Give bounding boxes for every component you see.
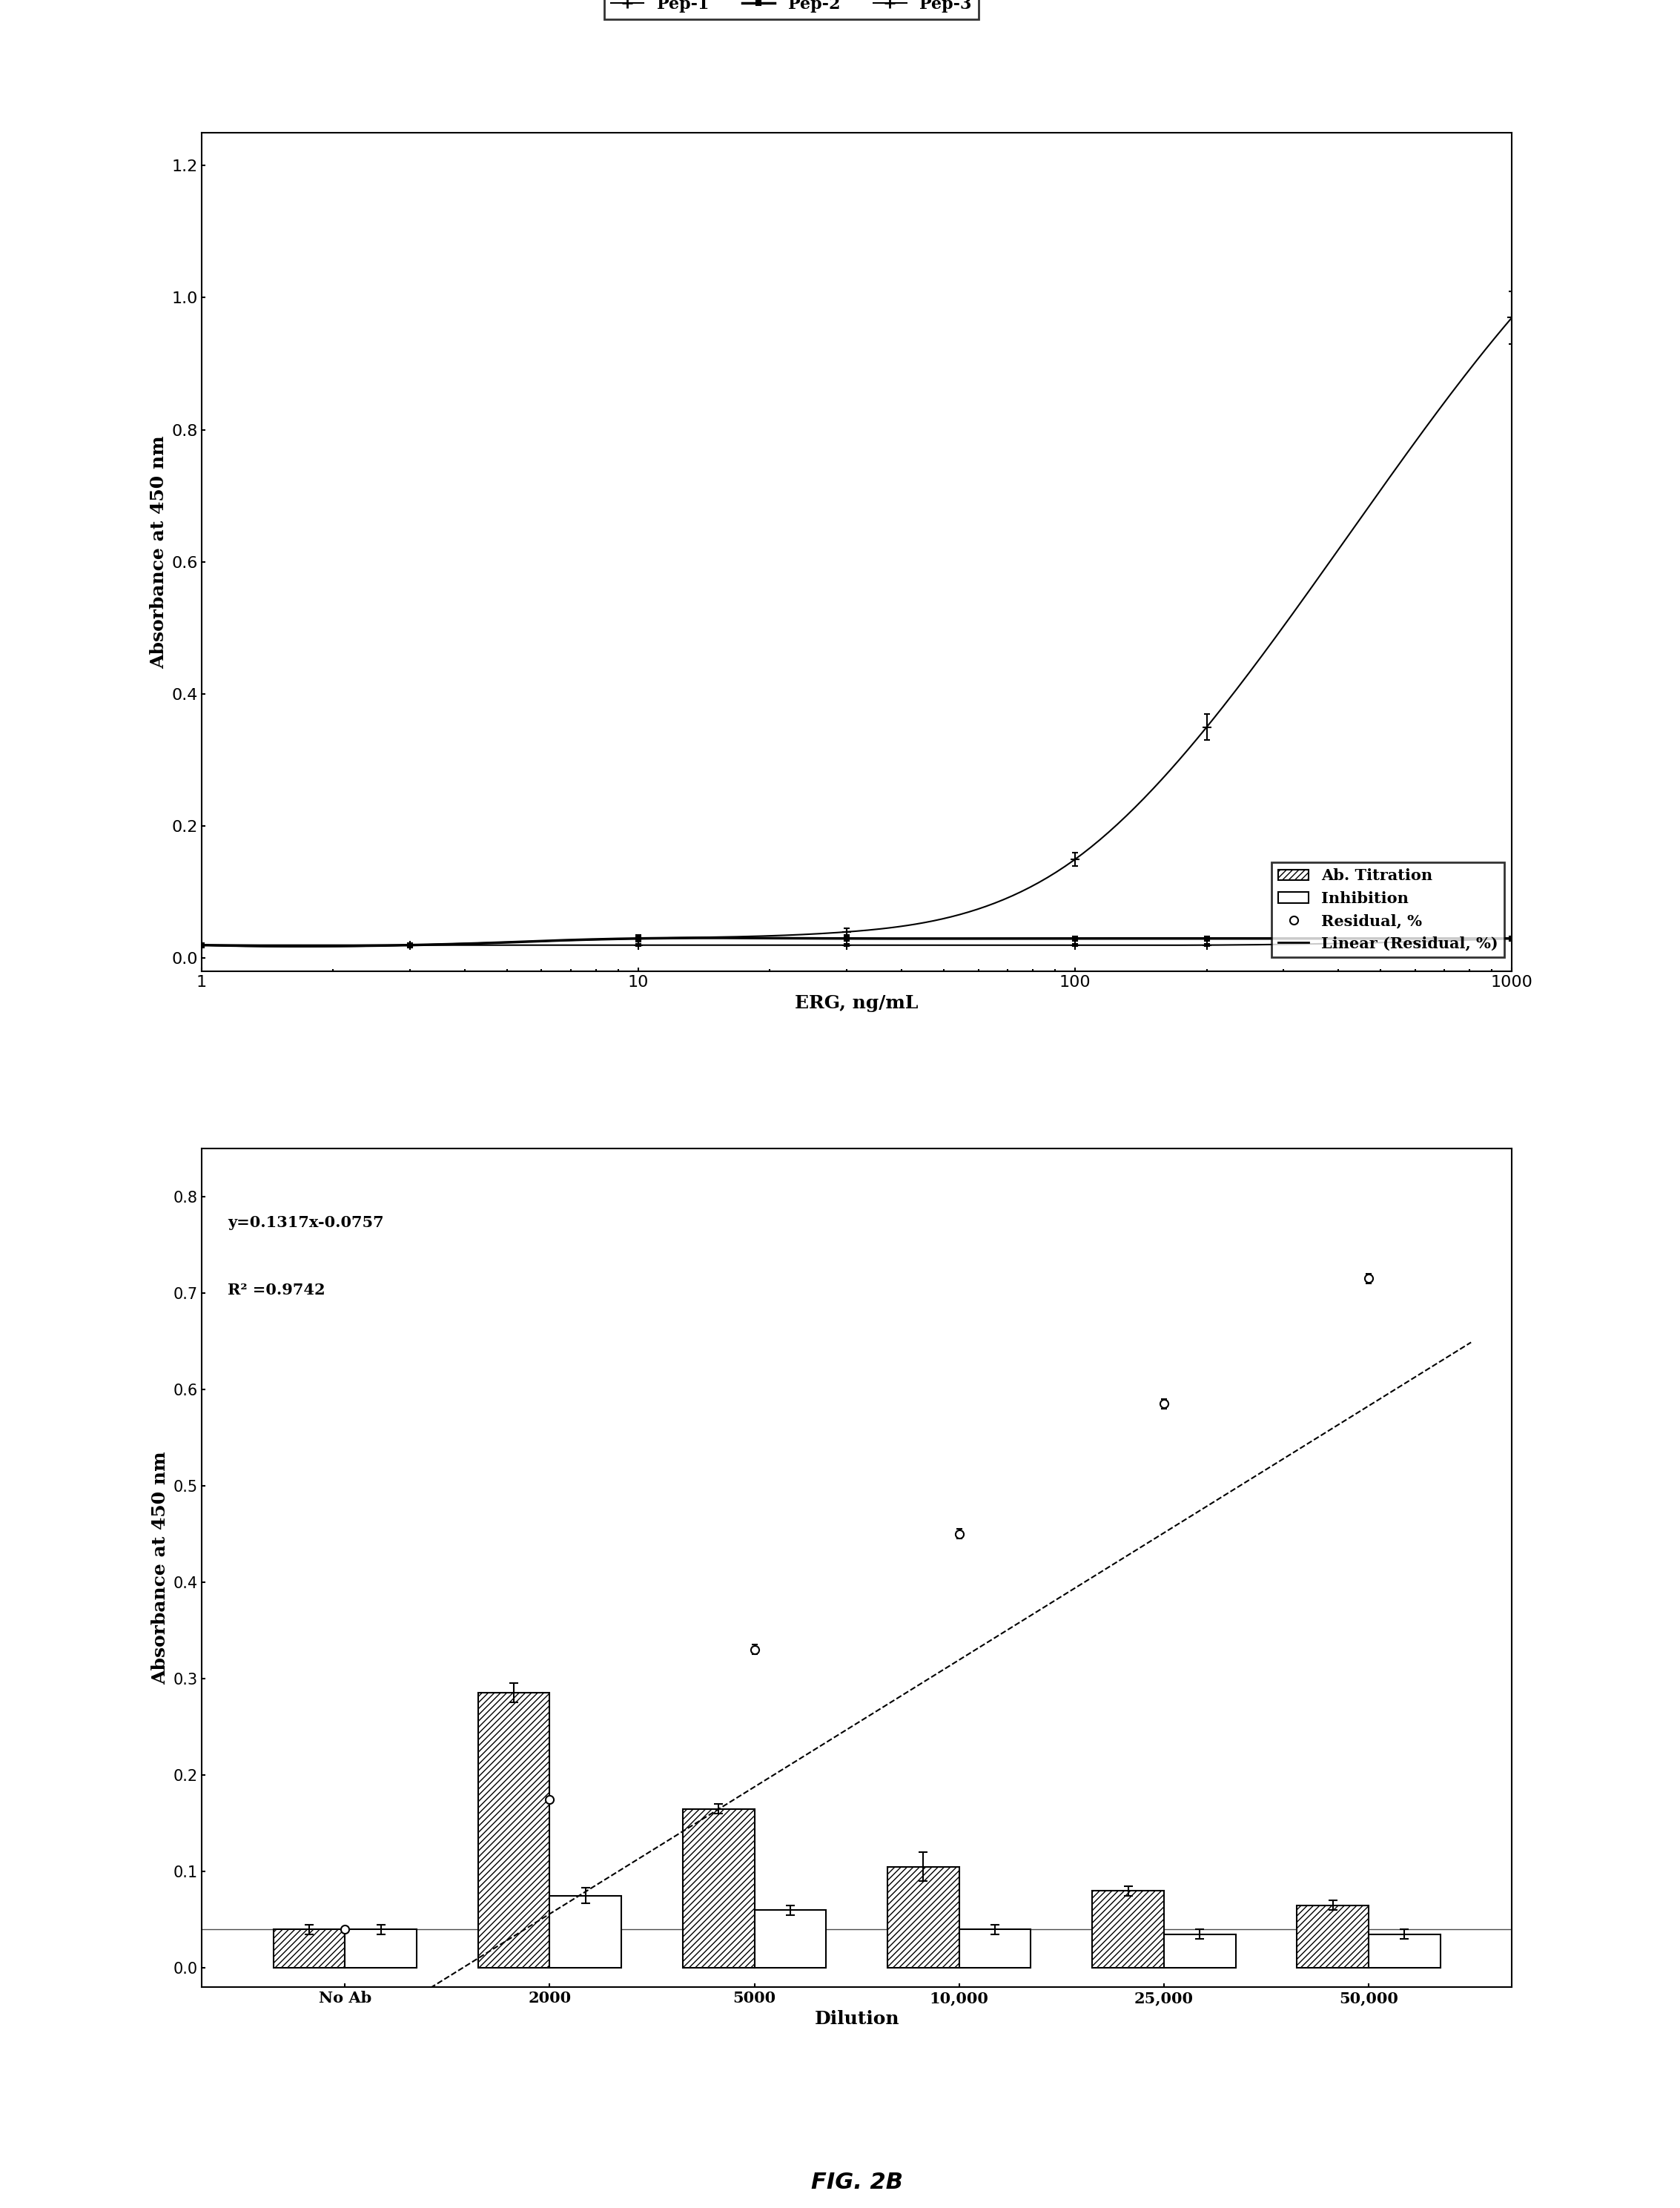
Linear (Residual, %)	[517, 1914, 538, 1941]
Bar	[1297, 1906, 1369, 1967]
Legend: Ab. Titration, Inhibition, Residual, %, Linear (Residual, %): Ab. Titration, Inhibition, Residual, %, …	[1272, 861, 1504, 956]
Bar	[887, 1866, 959, 1967]
Legend: Pep-1, Pep-2, Pep-3: Pep-1, Pep-2, Pep-3	[605, 0, 978, 20]
Linear (Residual, %)	[865, 1698, 885, 1724]
Text: FIG. 2B: FIG. 2B	[811, 2173, 902, 2193]
Y-axis label: Absorbance at 450 nm: Absorbance at 450 nm	[151, 1451, 170, 1685]
Linear (Residual, %)	[469, 1945, 489, 1972]
Linear (Residual, %)	[964, 1636, 984, 1663]
Bar	[682, 1808, 754, 1967]
Bar	[754, 1910, 827, 1967]
Linear (Residual, %)	[232, 2091, 252, 2117]
Text: FIG. 2A: FIG. 2A	[811, 1157, 902, 1177]
Bar	[959, 1930, 1032, 1967]
Bar	[1092, 1890, 1164, 1967]
Text: R² =0.9742: R² =0.9742	[228, 1283, 326, 1298]
Bar	[1369, 1934, 1440, 1967]
Bar	[549, 1897, 622, 1967]
Linear (Residual, %)	[1362, 1391, 1383, 1418]
Bar	[344, 1930, 417, 1967]
Linear (Residual, %)	[1399, 1367, 1420, 1393]
Y-axis label: Absorbance at 450 nm: Absorbance at 450 nm	[150, 435, 168, 669]
X-axis label: ERG, ng/mL: ERG, ng/mL	[795, 994, 919, 1011]
Bar	[1164, 1934, 1235, 1967]
Text: y=0.1317x-0.0757: y=0.1317x-0.0757	[228, 1214, 385, 1230]
Linear (Residual, %)	[1462, 1329, 1482, 1356]
X-axis label: Dilution: Dilution	[815, 2009, 899, 2027]
Bar	[479, 1694, 549, 1967]
Bar	[274, 1930, 344, 1967]
Line: Linear (Residual, %): Linear (Residual, %)	[242, 1342, 1472, 2104]
